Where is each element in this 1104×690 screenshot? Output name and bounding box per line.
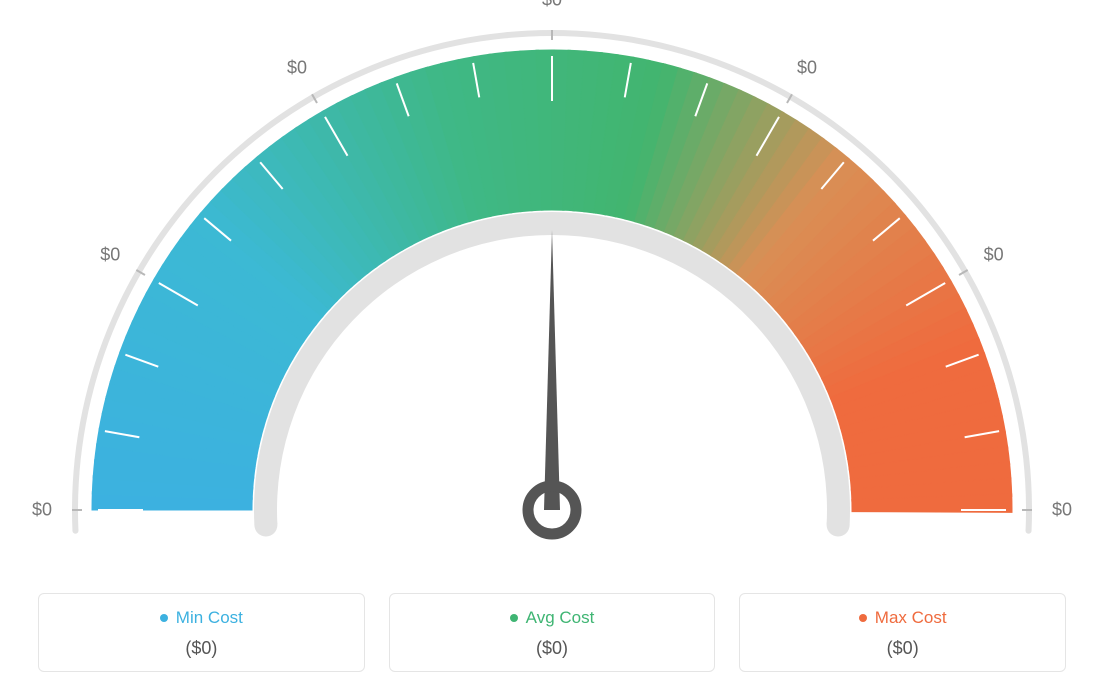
legend-card-min: Min Cost ($0) [38, 593, 365, 672]
legend-avg-label-row: Avg Cost [510, 608, 595, 628]
legend-min-label-row: Min Cost [160, 608, 243, 628]
gauge-chart: $0 $0 $0 $0 $0 $0 $0 [0, 0, 1104, 560]
gauge-scale-label: $0 [100, 245, 120, 266]
gauge-scale-label: $0 [1052, 500, 1072, 521]
legend-max-value: ($0) [752, 638, 1053, 659]
gauge-scale-label: $0 [542, 0, 562, 11]
gauge-infographic: $0 $0 $0 $0 $0 $0 $0 Min Cost ($0) Avg Cost ($… [0, 0, 1104, 690]
legend-card-avg: Avg Cost ($0) [389, 593, 716, 672]
legend-min-label: Min Cost [176, 608, 243, 628]
gauge-scale-label: $0 [287, 58, 307, 79]
legend-dot-avg [510, 614, 518, 622]
gauge-svg [0, 0, 1104, 560]
legend-card-max: Max Cost ($0) [739, 593, 1066, 672]
legend-avg-label: Avg Cost [526, 608, 595, 628]
legend-max-label: Max Cost [875, 608, 947, 628]
legend-dot-min [160, 614, 168, 622]
legend-dot-max [859, 614, 867, 622]
legend-max-label-row: Max Cost [859, 608, 947, 628]
legend-avg-value: ($0) [402, 638, 703, 659]
legend-row: Min Cost ($0) Avg Cost ($0) Max Cost ($0… [38, 593, 1066, 672]
gauge-scale-label: $0 [32, 500, 52, 521]
gauge-scale-label: $0 [984, 245, 1004, 266]
legend-min-value: ($0) [51, 638, 352, 659]
gauge-scale-label: $0 [797, 58, 817, 79]
